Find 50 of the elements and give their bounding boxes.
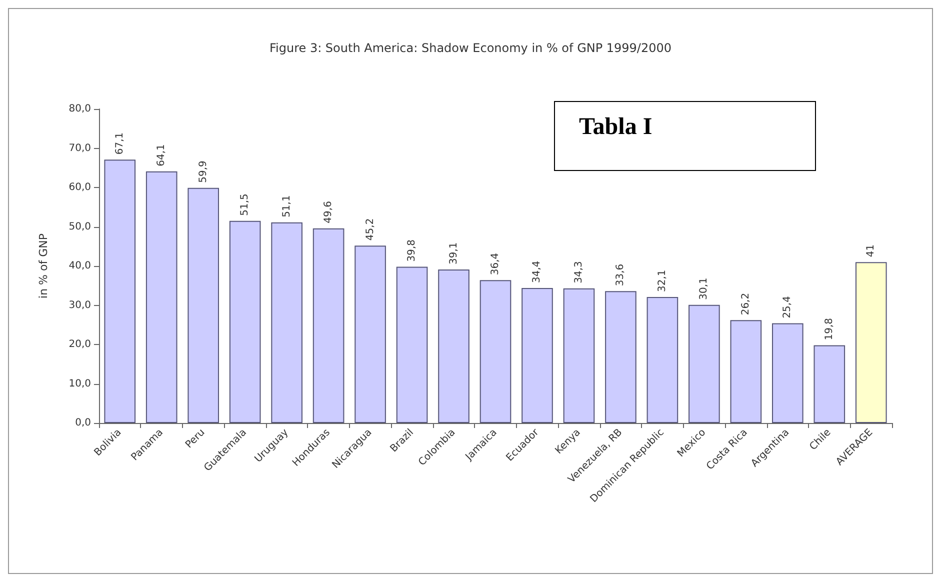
bar <box>396 266 428 423</box>
data-label: 51,1 <box>281 195 292 218</box>
data-label: 59,9 <box>198 160 209 183</box>
note-box: Tabla I <box>554 101 816 171</box>
data-label: 41 <box>866 244 877 258</box>
data-label: 32,1 <box>656 270 668 292</box>
data-label: 45,2 <box>364 218 376 241</box>
bar <box>438 270 470 423</box>
bar <box>104 160 136 423</box>
y-axis-title: in % of GNP <box>37 233 50 298</box>
y-tick-label: 50,0 <box>68 221 91 232</box>
bar <box>855 262 887 423</box>
bar <box>563 288 595 423</box>
y-tick-label: 20,0 <box>68 339 91 350</box>
data-label: 26,2 <box>740 292 752 316</box>
data-label: 49,6 <box>323 201 334 224</box>
y-tick-label: 0,0 <box>75 418 91 428</box>
y-tick-label: 40,0 <box>68 260 91 272</box>
bar <box>730 320 762 423</box>
bar <box>188 188 219 423</box>
data-label: 33,6 <box>615 264 626 286</box>
y-tick-label: 10,0 <box>68 378 91 390</box>
data-label: 51,5 <box>240 194 251 216</box>
y-tick-label: 60,0 <box>68 182 91 193</box>
bar <box>814 345 846 423</box>
y-tick-label: 80,0 <box>68 104 91 114</box>
data-label: 34,4 <box>532 260 543 283</box>
data-label: 39,1 <box>448 242 460 265</box>
chart-title: Figure 3: South America: Shadow Economy in % of GNP 1999/2000 <box>269 41 672 55</box>
bar <box>646 297 678 423</box>
bar <box>229 220 261 423</box>
bar <box>522 288 553 423</box>
bar <box>605 291 636 423</box>
y-tick-label: 30,0 <box>68 300 91 311</box>
data-label: 39,8 <box>406 240 418 262</box>
bar <box>146 171 178 423</box>
data-label: 30,1 <box>698 278 710 300</box>
data-label: 36,4 <box>490 252 501 276</box>
bar <box>312 228 344 423</box>
data-label: 64,1 <box>156 144 168 166</box>
bar <box>354 246 386 423</box>
data-label: 19,8 <box>824 318 835 340</box>
bar <box>480 280 512 423</box>
bar <box>688 304 720 423</box>
bar <box>271 222 302 423</box>
data-label: 67,1 <box>114 132 126 155</box>
data-label: 25,4 <box>782 296 794 318</box>
bar <box>772 323 804 423</box>
y-tick-label: 70,0 <box>68 142 91 154</box>
data-label: 34,3 <box>573 261 584 284</box>
